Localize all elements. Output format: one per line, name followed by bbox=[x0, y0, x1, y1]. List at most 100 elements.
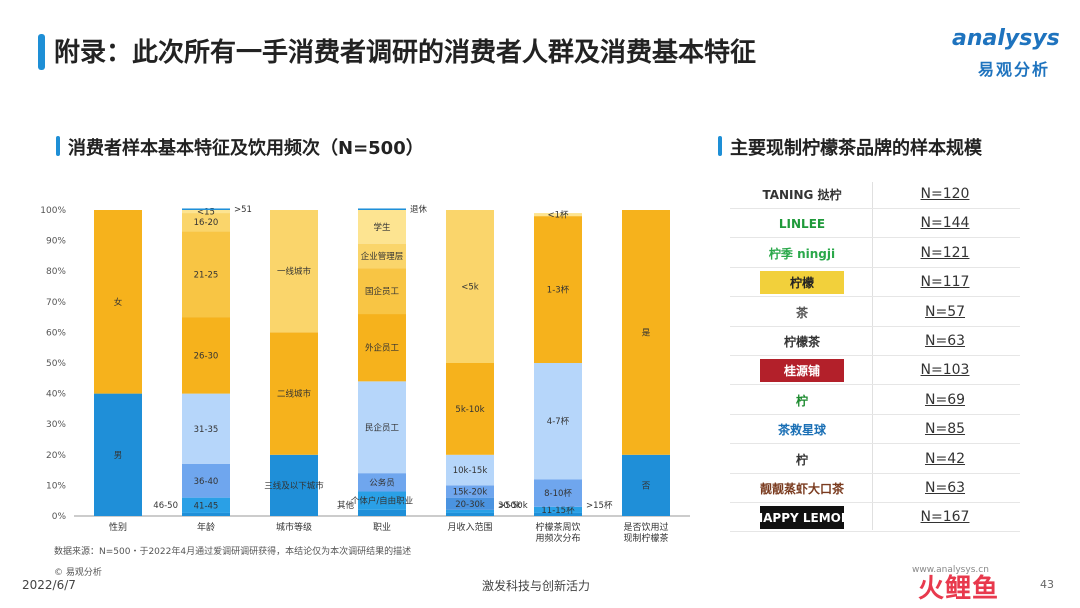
bar-segment bbox=[182, 231, 230, 318]
report-date: 2022/6/7 bbox=[22, 578, 76, 592]
y-tick-label: 70% bbox=[46, 298, 66, 308]
segment-label: 10k-15k bbox=[453, 466, 488, 476]
bar-segment bbox=[182, 463, 230, 498]
segment-label: 个体户/自由职业 bbox=[351, 496, 413, 507]
segment-label: 其他 bbox=[337, 500, 355, 511]
segment-label: 46-50 bbox=[153, 501, 178, 511]
stacked-bar-chart: 0% 10% 20% 30% 40% 50% 60% 70% 80% 90% 100% 男 女 46-50… bbox=[40, 204, 690, 544]
watermark-stamp: 火鲤鱼 bbox=[918, 574, 1000, 604]
y-tick-label: 30% bbox=[46, 420, 66, 430]
y-tick-label: 40% bbox=[46, 390, 66, 400]
brand-sample-size: N=69 bbox=[924, 391, 966, 408]
right-section-bar bbox=[718, 136, 722, 156]
segment-label: <5k bbox=[461, 283, 479, 293]
bar-segment bbox=[446, 363, 494, 455]
segment-label: 36-40 bbox=[194, 477, 219, 487]
brand-row: 柠 N=42 bbox=[730, 445, 1020, 474]
brand-logo: LINLEE bbox=[760, 212, 844, 236]
bar-segment bbox=[534, 506, 582, 513]
bar-segment bbox=[270, 454, 318, 516]
bar-segment bbox=[534, 213, 582, 217]
x-tick-label: 月收入范围 bbox=[447, 521, 492, 533]
segment-label: >50k bbox=[498, 501, 521, 511]
x-tick-label: 性别 bbox=[109, 521, 127, 533]
segment-label: 20-30k bbox=[455, 500, 485, 510]
x-tick-label: 现制柠檬茶 bbox=[623, 532, 668, 544]
brand-row: LINLEE N=144 bbox=[730, 209, 1020, 239]
brand-row: TANING 挞柠 N=120 bbox=[730, 180, 1020, 209]
logo-main-text: analysys bbox=[952, 26, 1060, 51]
segment-label: 否 bbox=[642, 481, 651, 491]
brand-sample-size: N=85 bbox=[924, 421, 966, 438]
brand-sample-size: N=167 bbox=[920, 509, 970, 526]
y-tick-label: 60% bbox=[46, 328, 66, 338]
bar-segment bbox=[94, 393, 142, 516]
segment-label: 一线城市 bbox=[277, 266, 312, 277]
segment-label: 8-10杯 bbox=[544, 488, 572, 499]
bar-segment bbox=[446, 512, 494, 516]
brand-sample-size: N=103 bbox=[920, 362, 970, 379]
brand-row: 柠 N=69 bbox=[730, 386, 1020, 415]
bar-segment bbox=[182, 213, 230, 232]
bar-segment bbox=[182, 393, 230, 464]
y-tick-label: 50% bbox=[46, 359, 66, 369]
bar-segment bbox=[182, 210, 230, 214]
title-accent-bar bbox=[38, 34, 45, 70]
brand-sample-size: N=117 bbox=[920, 274, 970, 291]
x-tick-label: 职业 bbox=[373, 522, 391, 533]
bar-segment bbox=[358, 210, 406, 244]
segment-label: 学生 bbox=[373, 222, 391, 233]
footer-slogan: 激发科技与创新活力 bbox=[482, 579, 591, 593]
brand-sample-size: N=57 bbox=[924, 303, 966, 320]
segment-label: 1-3杯 bbox=[547, 285, 570, 296]
brand-logo: 柠季 ningji bbox=[760, 241, 844, 265]
segment-label: 男 bbox=[114, 451, 123, 461]
y-tick-label: 20% bbox=[46, 451, 66, 461]
brand-logo: 茶 bbox=[760, 300, 844, 324]
bar-segment bbox=[358, 208, 406, 210]
bar-segment bbox=[358, 314, 406, 382]
segment-label: 41-45 bbox=[194, 501, 219, 511]
bar-segment bbox=[182, 208, 230, 210]
bar-segment bbox=[534, 363, 582, 480]
left-section-bar bbox=[56, 136, 60, 156]
bar-segment bbox=[534, 216, 582, 363]
brand-logo: 柠 bbox=[760, 447, 844, 471]
brand-row: 茶救星球 N=85 bbox=[730, 415, 1020, 445]
brand-sample-size: N=121 bbox=[920, 244, 970, 261]
brand-sample-size: N=63 bbox=[924, 480, 966, 496]
segment-label: 企业管理层 bbox=[361, 251, 404, 262]
table-divider bbox=[872, 182, 873, 530]
y-tick-label: 10% bbox=[46, 481, 66, 491]
brand-sample-size: N=144 bbox=[920, 215, 970, 232]
segment-label: <15 bbox=[197, 208, 215, 218]
y-tick-label: 80% bbox=[46, 267, 66, 277]
bar-segment bbox=[270, 332, 318, 455]
brand-logo: 柠檬茶 bbox=[760, 330, 844, 353]
segment-label: 21-25 bbox=[194, 270, 219, 280]
bar-segment bbox=[622, 210, 670, 455]
segment-label: 30-50k bbox=[498, 501, 528, 511]
page-number: 43 bbox=[1040, 578, 1054, 591]
segment-label: 二线城市 bbox=[277, 389, 312, 400]
brand-logo: TANING 挞柠 bbox=[760, 183, 844, 206]
bar-segment bbox=[534, 479, 582, 507]
right-section-title: 主要现制柠檬茶品牌的样本规模 bbox=[730, 138, 982, 159]
brand-logo: 靓靓蒸虾大口茶 bbox=[760, 477, 844, 500]
segment-label: <1杯 bbox=[547, 210, 569, 221]
bar-segment bbox=[446, 210, 494, 363]
brand-row: 柠檬茶 N=63 bbox=[730, 327, 1020, 356]
segment-label: 16-20 bbox=[194, 218, 219, 228]
data-source-note: 数据来源：N=500・于2022年4月通过爱调研调研获得，本结论仅为本次调研结果… bbox=[54, 547, 412, 557]
segment-label: >51 bbox=[234, 205, 252, 215]
segment-label: 26-30 bbox=[194, 351, 219, 361]
bar-segment bbox=[358, 381, 406, 474]
copyright: © 易观分析 bbox=[54, 568, 102, 578]
bar-segment bbox=[182, 317, 230, 394]
y-tick-label: 0% bbox=[52, 512, 67, 522]
bar-segment bbox=[358, 509, 406, 516]
brand-sample-size: N=63 bbox=[924, 333, 966, 349]
x-tick-label: 柠檬茶周饮 bbox=[535, 521, 580, 533]
